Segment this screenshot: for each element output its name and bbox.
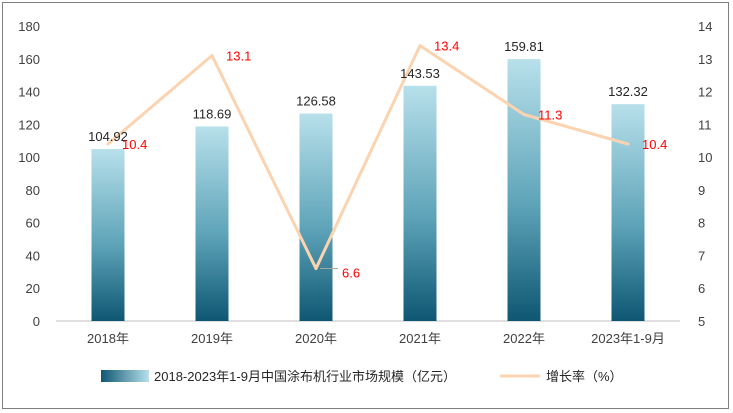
x-tick-label: 2018年 [87, 331, 129, 346]
legend-line-label: 增长率（%） [546, 369, 623, 384]
y-left-tick-label: 100 [18, 150, 40, 165]
growth-value-label: 13.1 [226, 49, 251, 64]
axes: 0 20 40 60 80 100 120 140 160 180 5 6 7 8 9 10 11 12 13 14 2… [18, 19, 712, 346]
bar [195, 126, 229, 321]
data-labels: 104.92 118.69 126.58 143.53 159.81 132.32 10.4… [88, 39, 667, 281]
bar-value-label: 118.69 [193, 106, 232, 121]
y-left-tick-label: 80 [26, 183, 40, 198]
legend-bar-label: 2018-2023年1-9月中国涂布机行业市场规模（亿元） [154, 369, 456, 384]
bar [403, 85, 437, 321]
growth-value-label: 11.3 [538, 108, 562, 123]
y-left-tick-label: 180 [18, 19, 40, 34]
growth-value-label: 10.4 [642, 137, 667, 152]
y-left-tick-label: 60 [26, 216, 40, 231]
growth-value-label: 10.4 [122, 137, 147, 152]
y-right-tick-label: 5 [698, 314, 705, 329]
y-right-tick-label: 8 [698, 216, 705, 231]
growth-value-label: 13.4 [434, 39, 459, 54]
growth-line-path [107, 44, 629, 271]
growth-point [626, 142, 630, 146]
y-right-tick-label: 14 [698, 19, 712, 34]
bar-value-label: 159.81 [504, 39, 544, 54]
growth-value-label: 6.6 [342, 266, 360, 281]
bar [299, 113, 333, 322]
x-tick-label: 2023年1-9月 [591, 331, 665, 346]
growth-line [106, 44, 630, 271]
growth-point [418, 44, 422, 48]
y-right-tick-label: 9 [698, 183, 705, 198]
y-right-tick-label: 13 [698, 52, 712, 67]
x-tick-label: 2022年 [503, 331, 545, 346]
x-tick-label: 2021年 [399, 331, 441, 346]
y-right-tick-label: 7 [698, 248, 705, 263]
bar-value-label: 143.53 [400, 66, 440, 81]
bar [611, 104, 645, 322]
bar [91, 149, 125, 321]
y-left-tick-label: 120 [18, 117, 40, 132]
y-right-tick-label: 11 [698, 117, 712, 132]
growth-point [314, 267, 318, 271]
bar-value-label: 132.32 [608, 84, 648, 99]
x-tick-label: 2019年 [191, 331, 233, 346]
legend: 2018-2023年1-9月中国涂布机行业市场规模（亿元） 增长率（%） [101, 369, 623, 384]
growth-point [210, 54, 214, 57]
y-left-tick-label: 140 [18, 85, 40, 100]
y-left-tick-label: 0 [33, 314, 40, 329]
bars [91, 59, 645, 322]
growth-point [106, 142, 110, 146]
y-right-tick-label: 12 [698, 85, 712, 100]
bar [507, 59, 541, 321]
bar-value-label: 104.92 [88, 129, 128, 144]
y-left-tick-label: 160 [18, 52, 40, 67]
y-left-tick-label: 40 [26, 248, 40, 263]
y-right-tick-label: 10 [698, 150, 712, 165]
growth-point [522, 113, 526, 116]
x-tick-label: 2020年 [295, 331, 337, 346]
y-right-tick-label: 6 [698, 281, 705, 296]
legend-bar-swatch [101, 370, 149, 382]
y-left-tick-label: 20 [26, 281, 40, 296]
bar-value-label: 126.58 [296, 94, 336, 109]
